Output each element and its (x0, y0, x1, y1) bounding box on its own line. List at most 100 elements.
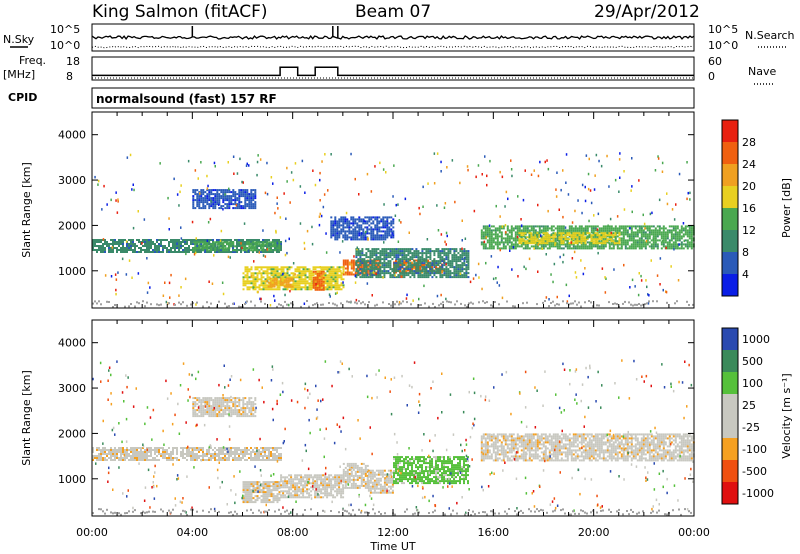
nsky-label: N.Sky (3, 33, 35, 46)
velocity-heatmap (92, 359, 695, 516)
echo-band-0 (92, 447, 282, 461)
colorbar-tick-label: -500 (742, 465, 767, 478)
power-y-axis-label: Slant Range [km] (20, 162, 33, 258)
colorbar-swatch (722, 416, 738, 438)
echo-band-7 (192, 397, 257, 418)
cpid-label: CPID (8, 91, 37, 104)
sky-noise-line (91, 35, 695, 41)
echo-band-10 (192, 189, 257, 210)
nave-tick-top: 60 (708, 55, 722, 68)
echo-band-7 (355, 248, 470, 279)
colorbar-swatch (722, 350, 738, 372)
power-axes: 1000 2000 3000 4000 (58, 112, 695, 308)
colorbar-tick-label: 16 (742, 202, 756, 215)
noise-right-tick-top: 10^5 (708, 23, 738, 36)
colorbar-tick-label: 500 (742, 355, 763, 368)
colorbar-tick-label: 8 (742, 246, 749, 259)
nave-tick-bottom: 0 (708, 70, 715, 83)
colorbar-swatch (722, 372, 738, 394)
colorbar-swatch (722, 394, 738, 416)
velocity-axes: 1000 2000 3000 4000 (58, 320, 695, 516)
colorbar-tick-label: 20 (742, 180, 756, 193)
colorbar-tick-label: 12 (742, 224, 756, 237)
noise-left-tick-bottom: 10^0 (50, 39, 80, 52)
velocity-colorbar: 1000 500 100 25 -25 -100 -500 -1000 (721, 327, 774, 505)
x-tick-label: 20:00 (578, 526, 610, 539)
y-tick-label: 4000 (58, 337, 86, 350)
station-title: King Salmon (fitACF) (92, 2, 268, 22)
cpid-panel (91, 87, 695, 109)
colorbar-frame (721, 327, 739, 505)
colorbar-tick-label: 1000 (742, 333, 770, 346)
echo-band-3 (342, 462, 369, 489)
colorbar-tick-label: -25 (742, 421, 760, 434)
time-axis-label: Time UT (369, 540, 415, 553)
colorbar-tick-label: 100 (742, 377, 763, 390)
colorbar-swatch (722, 208, 738, 230)
mode-text: normalsound (fast) 157 RF (96, 92, 277, 106)
echo-band-2 (280, 474, 345, 499)
y-tick-label: 2000 (58, 427, 86, 440)
freq-label: Freq. (19, 54, 46, 67)
echo-band-8 (480, 225, 695, 250)
nave-label: Nave (748, 65, 776, 78)
power-colorbar-label: Power [dB] (780, 178, 793, 238)
time-axis: 00:00 04:00 08:00 12:00 16:00 20:00 00:00 (76, 526, 710, 539)
freq-series (92, 66, 694, 79)
frequency-line (92, 66, 694, 77)
y-tick-label: 4000 (58, 129, 86, 142)
colorbar-tick-label: 25 (742, 399, 756, 412)
colorbar-swatch (722, 164, 738, 186)
colorbar-swatch (722, 482, 738, 504)
sparse-echoes (92, 359, 694, 515)
colorbar-swatch (722, 252, 738, 274)
noise-panel (91, 23, 695, 52)
y-tick-label: 1000 (58, 473, 86, 486)
colorbar-tick-label: -100 (742, 443, 767, 456)
velocity-colorbar-label: Velocity [m s⁻¹] (780, 373, 793, 458)
colorbar-tick-label: 28 (742, 136, 756, 149)
colorbar-tick-label: -1000 (742, 487, 774, 500)
noise-series (91, 26, 695, 49)
x-tick-label: 12:00 (377, 526, 409, 539)
date-title: 29/Apr/2012 (594, 2, 700, 22)
power-colorbar: 4 8 12 16 20 24 28 (721, 119, 756, 297)
colorbar-swatch (722, 438, 738, 460)
nsearch-label: N.Search (745, 29, 795, 42)
y-tick-label: 3000 (58, 174, 86, 187)
power-panel-frame (91, 111, 695, 309)
colorbar-swatch (722, 230, 738, 252)
colorbar-swatch (722, 120, 738, 142)
colorbar-tick-label: 4 (742, 268, 749, 281)
velocity-y-axis-label: Slant Range [km] (20, 370, 33, 466)
x-tick-label: 16:00 (477, 526, 509, 539)
colorbar-swatch (722, 142, 738, 164)
beam-title: Beam 07 (355, 2, 431, 22)
y-tick-label: 2000 (58, 219, 86, 232)
y-tick-label: 1000 (58, 265, 86, 278)
colorbar-tick-label: 24 (742, 158, 756, 171)
search-noise-line (91, 45, 695, 49)
echo-band-11 (330, 216, 395, 241)
x-tick-label: 08:00 (277, 526, 309, 539)
colorbar-swatch (722, 186, 738, 208)
mhz-label: [MHz] (3, 68, 35, 81)
freq-panel (91, 56, 695, 81)
x-tick-label: 00:00 (678, 526, 710, 539)
power-heatmap (92, 152, 695, 308)
x-tick-label: 04:00 (176, 526, 208, 539)
noise-left-tick-top: 10^5 (50, 23, 80, 36)
colorbar-swatch (722, 328, 738, 350)
y-tick-label: 3000 (58, 382, 86, 395)
echo-band-9 (518, 232, 621, 245)
colorbar-frame (721, 119, 739, 297)
colorbar-swatch (722, 274, 738, 296)
echo-band-3 (267, 277, 294, 288)
echo-band-5 (393, 456, 469, 485)
ground-scatter (92, 508, 692, 516)
x-tick-label: 00:00 (76, 526, 108, 539)
colorbar-swatch (722, 460, 738, 482)
freq-tick-top: 18 (66, 55, 80, 68)
noise-right-tick-bottom: 10^0 (708, 39, 738, 52)
